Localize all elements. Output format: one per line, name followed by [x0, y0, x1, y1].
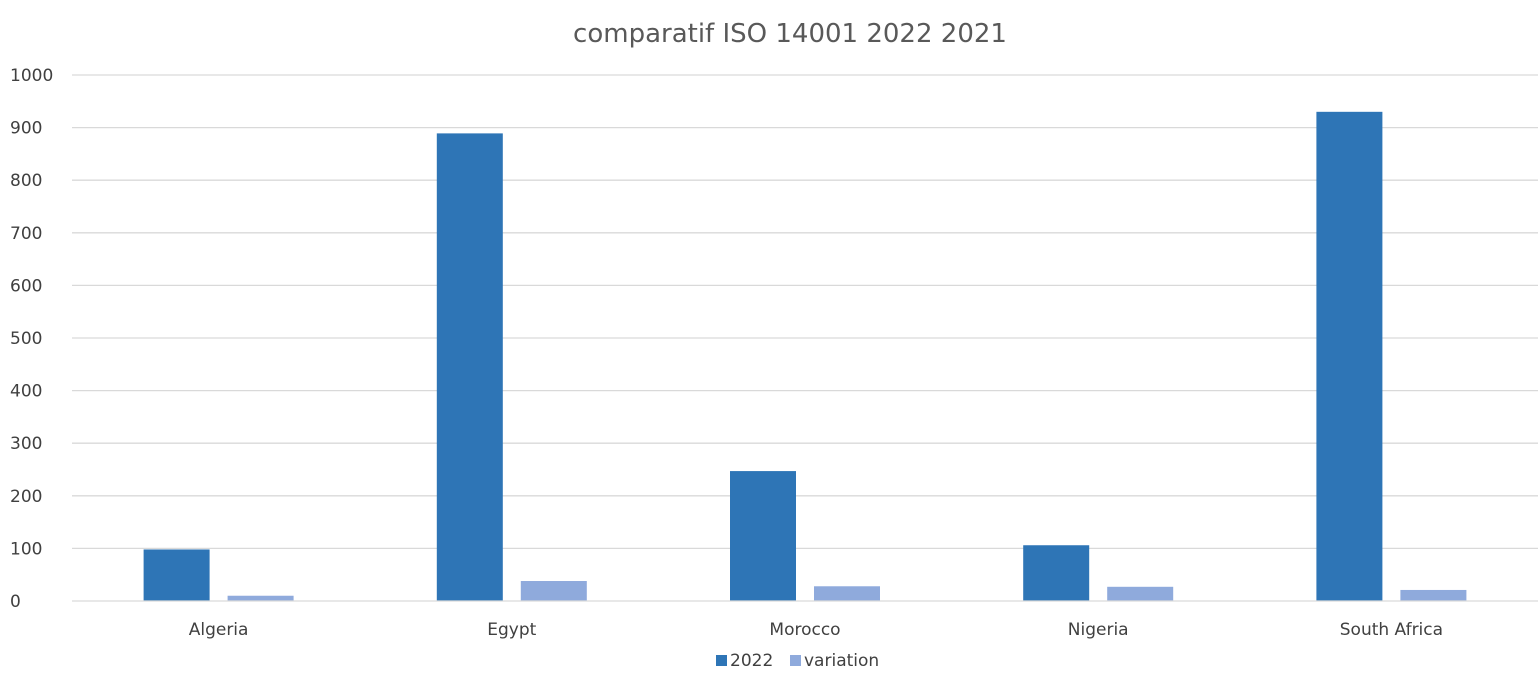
y-tick-label: 800 — [10, 171, 42, 191]
x-tick-label: Morocco — [769, 620, 840, 640]
y-tick-label: 400 — [10, 382, 42, 402]
y-tick-label: 700 — [10, 224, 42, 244]
y-tick-label: 300 — [10, 434, 42, 454]
bar-2022-nigeria — [1023, 545, 1090, 601]
bar-variation-egypt — [520, 581, 587, 601]
x-tick-label: South Africa — [1340, 620, 1443, 640]
bar-2022-morocco — [730, 471, 796, 601]
gridlines — [72, 74, 1538, 550]
legend: 2022 variation — [716, 651, 879, 671]
legend-label: 2022 — [730, 651, 773, 671]
x-axis: Algeria Egypt Morocco Nigeria South Africa — [72, 600, 1538, 640]
y-tick-label: 1000 — [10, 66, 53, 86]
x-tick-label: Nigeria — [1068, 620, 1129, 640]
x-tick-label: Egypt — [487, 620, 536, 640]
bar-2022-south-africa — [1316, 111, 1383, 601]
y-tick-label: 200 — [10, 487, 42, 507]
bar-variation-algeria — [227, 595, 294, 601]
bar-variation-nigeria — [1107, 586, 1174, 601]
y-tick-label: 900 — [10, 119, 42, 139]
y-tick-label: 0 — [10, 592, 21, 612]
y-tick-label: 500 — [10, 329, 42, 349]
bars — [143, 111, 1467, 602]
x-tick-label: Algeria — [189, 620, 249, 640]
legend-swatch — [790, 655, 801, 666]
bar-variation-morocco — [814, 586, 880, 601]
chart-title: comparatif ISO 14001 2022 2021 — [573, 19, 1007, 49]
legend-swatch — [716, 655, 727, 666]
y-axis-tick-labels: 0 100 200 300 400 500 600 700 800 900 1000 — [10, 66, 53, 612]
bar-2022-algeria — [143, 549, 210, 601]
legend-label: variation — [804, 651, 879, 671]
bar-variation-south-africa — [1400, 589, 1467, 601]
y-tick-label: 100 — [10, 539, 42, 559]
bar-2022-egypt — [436, 133, 503, 602]
y-tick-label: 600 — [10, 276, 42, 296]
